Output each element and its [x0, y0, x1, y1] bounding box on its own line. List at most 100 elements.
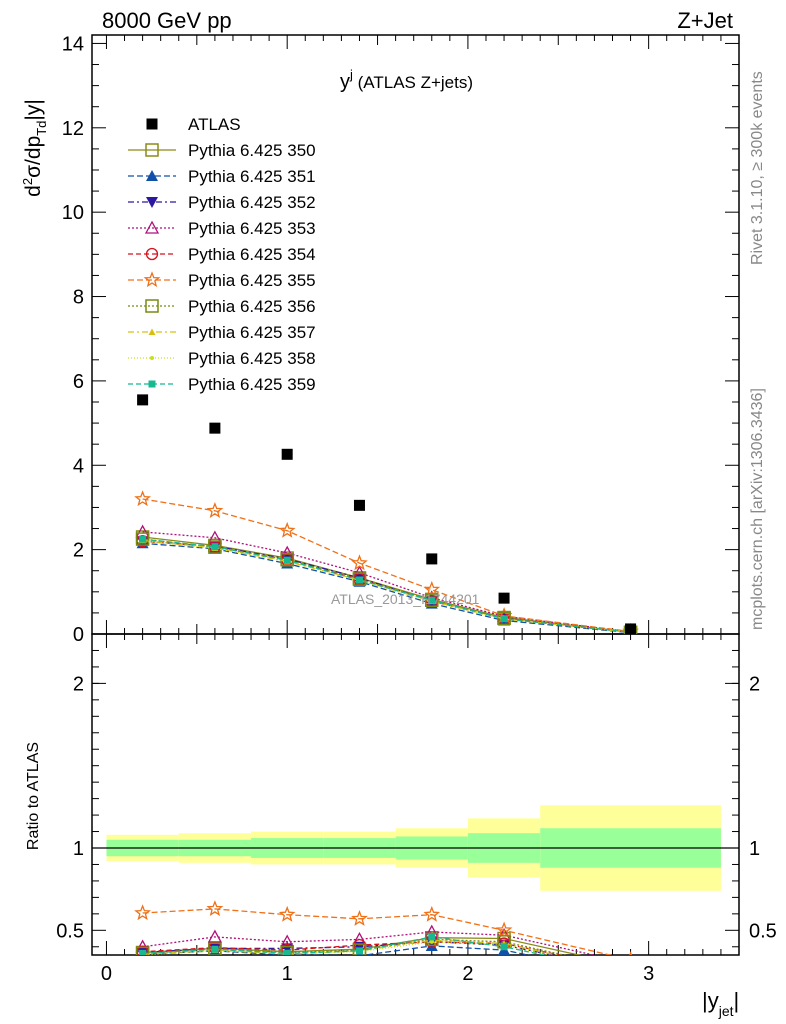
legend-marker-atlas: [146, 118, 158, 130]
y-main-tick-label-2: 2: [73, 540, 84, 562]
y-ratio-tick-label-left-1: 1: [73, 838, 84, 860]
main-point-s5-0: [134, 490, 152, 507]
legend-marker-8: [150, 356, 154, 360]
y-main-tick-label-12: 12: [62, 118, 84, 140]
y-main-tick-label-8: 8: [73, 287, 84, 309]
legend-marker-3: [144, 220, 160, 234]
ratio-point-s0-6: [625, 961, 637, 973]
legend-marker-9: [148, 380, 156, 388]
mcplots-label: mcplots.cern.ch [arXiv:1306.3436]: [749, 388, 766, 630]
axes: [91, 34, 740, 956]
ratio-point-s5-5: [495, 921, 513, 938]
x-axis-label: |yjet|: [702, 988, 739, 1019]
ratio-point-s9-5: [500, 943, 508, 951]
legend-label-9: Pythia 6.425 359: [188, 375, 316, 394]
ratio-point-s9-0: [139, 949, 147, 955]
ratio-point-s7-6: [627, 968, 634, 975]
legend-label-5: Pythia 6.425 355: [188, 271, 316, 290]
y-ratio-tick-label-left-2: 2: [73, 673, 84, 695]
ratio-point-s5-3: [351, 909, 368, 926]
legend-marker-5: [143, 271, 161, 288]
legend-label-2: Pythia 6.425 352: [188, 193, 316, 212]
y-main-tick-label-0: 0: [73, 624, 84, 646]
legend-marker-6: [145, 299, 159, 313]
header-right: Z+Jet: [677, 8, 733, 33]
ratio-point-s3-6: [625, 957, 637, 968]
ratio-frame: [91, 633, 740, 956]
main-point-s9-1: [211, 543, 219, 551]
atlas-point-1: [209, 422, 221, 434]
y-main-tick-label-6: 6: [73, 371, 84, 393]
legend-label-4: Pythia 6.425 354: [188, 245, 316, 264]
legend-label-1: Pythia 6.425 351: [188, 167, 316, 186]
legend-marker-0: [145, 143, 159, 157]
ratio-point-s6-0: [135, 946, 150, 955]
main-point-s5-3: [351, 554, 368, 571]
legend: ATLAS Pythia 6.425 350 Pythia 6.425 351 Pyt…: [128, 115, 316, 394]
ratio-point-s5-0: [134, 904, 151, 921]
ratio-point-s6-4: [425, 932, 439, 947]
main-point-s3-1: [207, 530, 222, 544]
x-tick-label-2: 2: [462, 963, 473, 985]
ratio-point-s1-6: [625, 970, 637, 981]
ratio-point-s2-6: [625, 966, 637, 977]
ratio-line-series-5: [142, 908, 613, 955]
main-point-s9-2: [283, 556, 291, 564]
legend-label-6: Pythia 6.425 356: [188, 297, 316, 316]
ratio-point-s6-3: [352, 943, 367, 955]
y-main-tick-label-4: 4: [73, 455, 84, 477]
svg-text:d2σ/dpTd|y|: d2σ/dpTd|y|: [20, 99, 49, 197]
legend-marker-7: [148, 328, 156, 335]
legend-label-8: Pythia 6.425 358: [188, 349, 316, 368]
ratio-uncertainty-bands: [92, 805, 739, 891]
legend-marker-2: [146, 197, 158, 208]
y-ratio-tick-label-left-0.5: 0.5: [56, 920, 84, 942]
ratio-plot-series: [134, 900, 637, 981]
ratio-point-s4-6: [625, 964, 636, 975]
main-point-s6-3: [352, 572, 367, 586]
ratio-point-s5-4: [423, 905, 441, 922]
x-tick-label-1: 1: [282, 963, 293, 985]
main-line-series-5: [142, 498, 631, 633]
main-point-s5-2: [278, 521, 296, 538]
ratio-point-s9-1: [211, 945, 219, 953]
ratio-point-s5-2: [278, 905, 296, 922]
ratio-point-s9-3: [355, 947, 363, 955]
legend-label-3: Pythia 6.425 353: [188, 219, 316, 238]
atlas-point-5: [498, 592, 510, 604]
x-tick-label-3: 3: [643, 963, 654, 985]
main-point-s5-1: [206, 502, 224, 518]
ratio-point-s8-6: [629, 971, 633, 975]
main-point-s9-4: [428, 596, 436, 604]
atlas-point-0: [137, 394, 149, 406]
y-axis-label-ratio: Ratio to ATLAS: [25, 742, 42, 850]
ratio-point-s9-4: [428, 933, 436, 941]
main-plot-series: [134, 394, 639, 634]
plot-title: yj (ATLAS Z+jets): [340, 67, 473, 93]
main-point-s9-3: [355, 576, 363, 584]
main-point-s9-0: [139, 535, 147, 543]
atlas-point-4: [426, 553, 438, 565]
main-point-s6-0: [135, 532, 150, 546]
header-left: 8000 GeV pp: [102, 8, 232, 33]
ratio-point-s8-4: [429, 939, 434, 944]
legend-marker-4: [145, 247, 159, 261]
y-main-tick-label-10: 10: [62, 202, 84, 224]
main-point-s6-5: [497, 611, 511, 626]
legend-marker-1: [146, 170, 158, 181]
y-main-tick-label-14: 14: [62, 33, 84, 55]
analysis-watermark: ATLAS_2013_I1744201: [331, 591, 480, 607]
legend-label-0: Pythia 6.425 350: [188, 141, 316, 160]
ratio-point-s9-2: [283, 949, 291, 955]
y-ratio-tick-label-right-1: 1: [749, 838, 760, 860]
atlas-point-3: [353, 499, 365, 511]
main-point-s9-5: [500, 615, 508, 623]
y-ratio-tick-label-right-0.5: 0.5: [749, 920, 777, 942]
legend-label-7: Pythia 6.425 357: [188, 323, 316, 342]
atlas-point-2: [281, 448, 293, 460]
ratio-point-s6-6: [625, 964, 637, 976]
ratio-point-s5-1: [206, 900, 224, 917]
y-axis-label-main: d2σ/dpTd|y|: [20, 99, 49, 197]
